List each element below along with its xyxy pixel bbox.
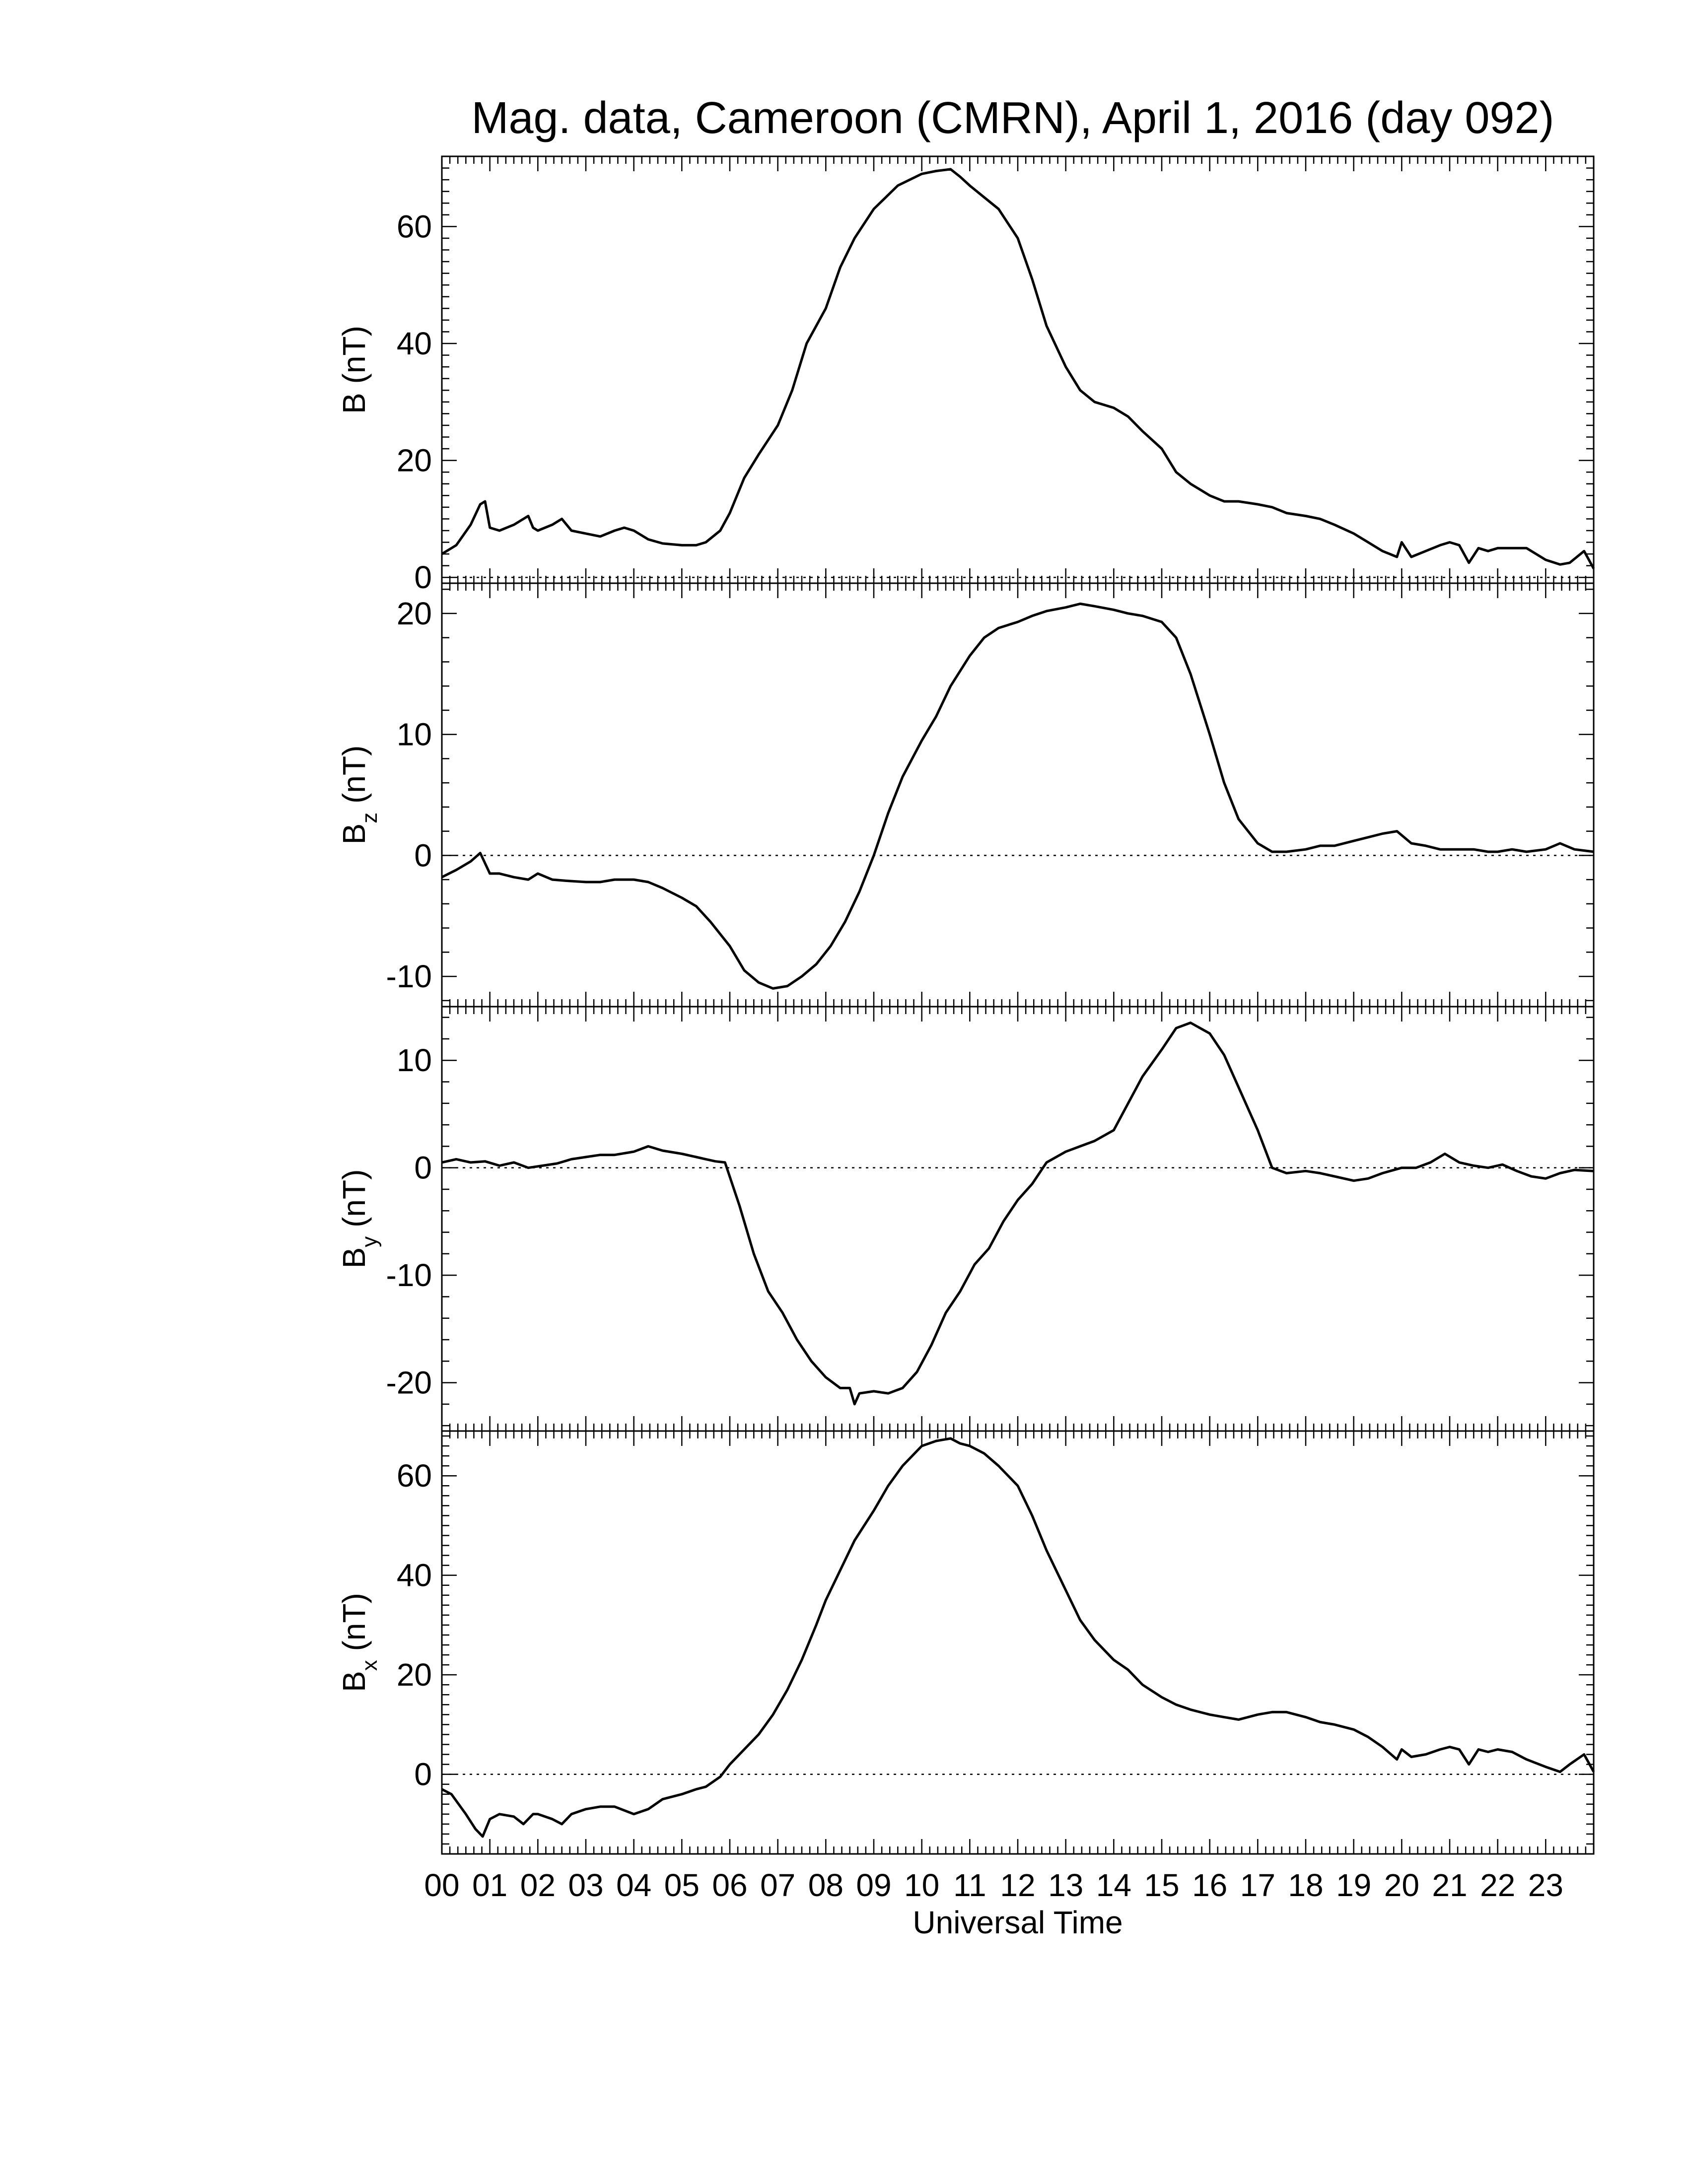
y-tick-label: -10	[386, 958, 432, 994]
series-line-bz	[441, 602, 1594, 990]
x-tick-label: 03	[568, 1867, 603, 1903]
y-tick-label: 0	[414, 559, 432, 595]
panel-b: 0 20 40 60 B (nT)	[336, 155, 1595, 595]
y-axis-label: Bx (nT)	[336, 1593, 382, 1692]
y-axis-label-subscript: x	[357, 1660, 382, 1671]
panel-frame	[441, 1430, 1595, 1855]
x-tick-label: 14	[1096, 1867, 1131, 1903]
panel-frame	[441, 582, 1595, 1008]
x-tick-label: 20	[1384, 1867, 1419, 1903]
y-axis-label-unit: (nT)	[336, 1169, 372, 1236]
y-tick-label: -10	[386, 1257, 432, 1293]
y-axis-label-main: B	[336, 823, 372, 845]
series-line-bx	[441, 1437, 1595, 1838]
y-axis-label-subscript: y	[357, 1236, 382, 1247]
x-tick-label: 10	[904, 1867, 939, 1903]
y-axis-label-unit: (nT)	[336, 1593, 372, 1660]
x-tick-label: 21	[1432, 1867, 1467, 1903]
series-line-by	[441, 1022, 1594, 1406]
x-axis-label: Universal Time	[913, 1905, 1123, 1940]
x-tick-label: 23	[1528, 1867, 1563, 1903]
x-tick-label: 18	[1288, 1867, 1323, 1903]
y-tick-label: 40	[397, 1558, 432, 1593]
y-tick-label: 0	[414, 1150, 432, 1186]
x-tick-label: 12	[1000, 1867, 1035, 1903]
y-tick-label: 10	[397, 1042, 432, 1078]
y-tick-label: 20	[397, 596, 432, 631]
y-axis-label: Bz (nT)	[336, 746, 382, 845]
x-tick-label: 15	[1144, 1867, 1179, 1903]
series-line-b	[441, 168, 1595, 569]
panel-frame	[441, 155, 1595, 584]
panel-by: -20 -10 0 10 By (nT)	[336, 1006, 1595, 1432]
x-tick-label: 02	[520, 1867, 556, 1903]
y-tick-label: -20	[386, 1365, 432, 1401]
x-tick-label: 05	[664, 1867, 700, 1903]
x-tick-label: 16	[1192, 1867, 1227, 1903]
y-tick-label: 60	[397, 1458, 432, 1494]
y-tick-label: 0	[414, 1757, 432, 1792]
y-axis-label-main: B	[336, 1671, 372, 1692]
y-tick-label: 40	[397, 326, 432, 361]
x-tick-label: 07	[760, 1867, 795, 1903]
panel-frame	[441, 1006, 1595, 1432]
y-axis-label-subscript: z	[357, 813, 382, 823]
y-tick-label: 60	[397, 208, 432, 244]
y-axis-label-main: B	[336, 1247, 372, 1269]
y-tick-label: 0	[414, 837, 432, 873]
y-axis-label-unit: (nT)	[336, 746, 372, 813]
x-tick-label: 17	[1240, 1867, 1275, 1903]
x-tick-label: 19	[1336, 1867, 1371, 1903]
x-tick-label: 01	[472, 1867, 507, 1903]
y-tick-label: 20	[397, 443, 432, 478]
y-axis-label: B (nT)	[336, 326, 372, 414]
x-tick-label: 09	[856, 1867, 891, 1903]
x-tick-label: 13	[1048, 1867, 1083, 1903]
panel-bx: 0 20 40 60 Bx (nT)	[336, 1430, 1595, 1855]
x-tick-label: 04	[616, 1867, 651, 1903]
y-axis-label: By (nT)	[336, 1169, 382, 1269]
x-tick-label: 06	[712, 1867, 747, 1903]
x-tick-label: 00	[424, 1867, 459, 1903]
y-axis-label-unit: (nT)	[336, 326, 372, 393]
chart-title: Mag. data, Cameroon (CMRN), April 1, 201…	[472, 93, 1554, 143]
x-tick-label: 08	[808, 1867, 844, 1903]
x-tick-label: 22	[1480, 1867, 1515, 1903]
y-tick-label: 20	[397, 1657, 432, 1693]
y-axis-label-main: B	[336, 393, 372, 414]
x-tick-label: 11	[953, 1867, 986, 1903]
panel-bz: -10 0 10 20 Bz (nT)	[336, 582, 1595, 1008]
y-tick-label: 10	[397, 717, 432, 752]
